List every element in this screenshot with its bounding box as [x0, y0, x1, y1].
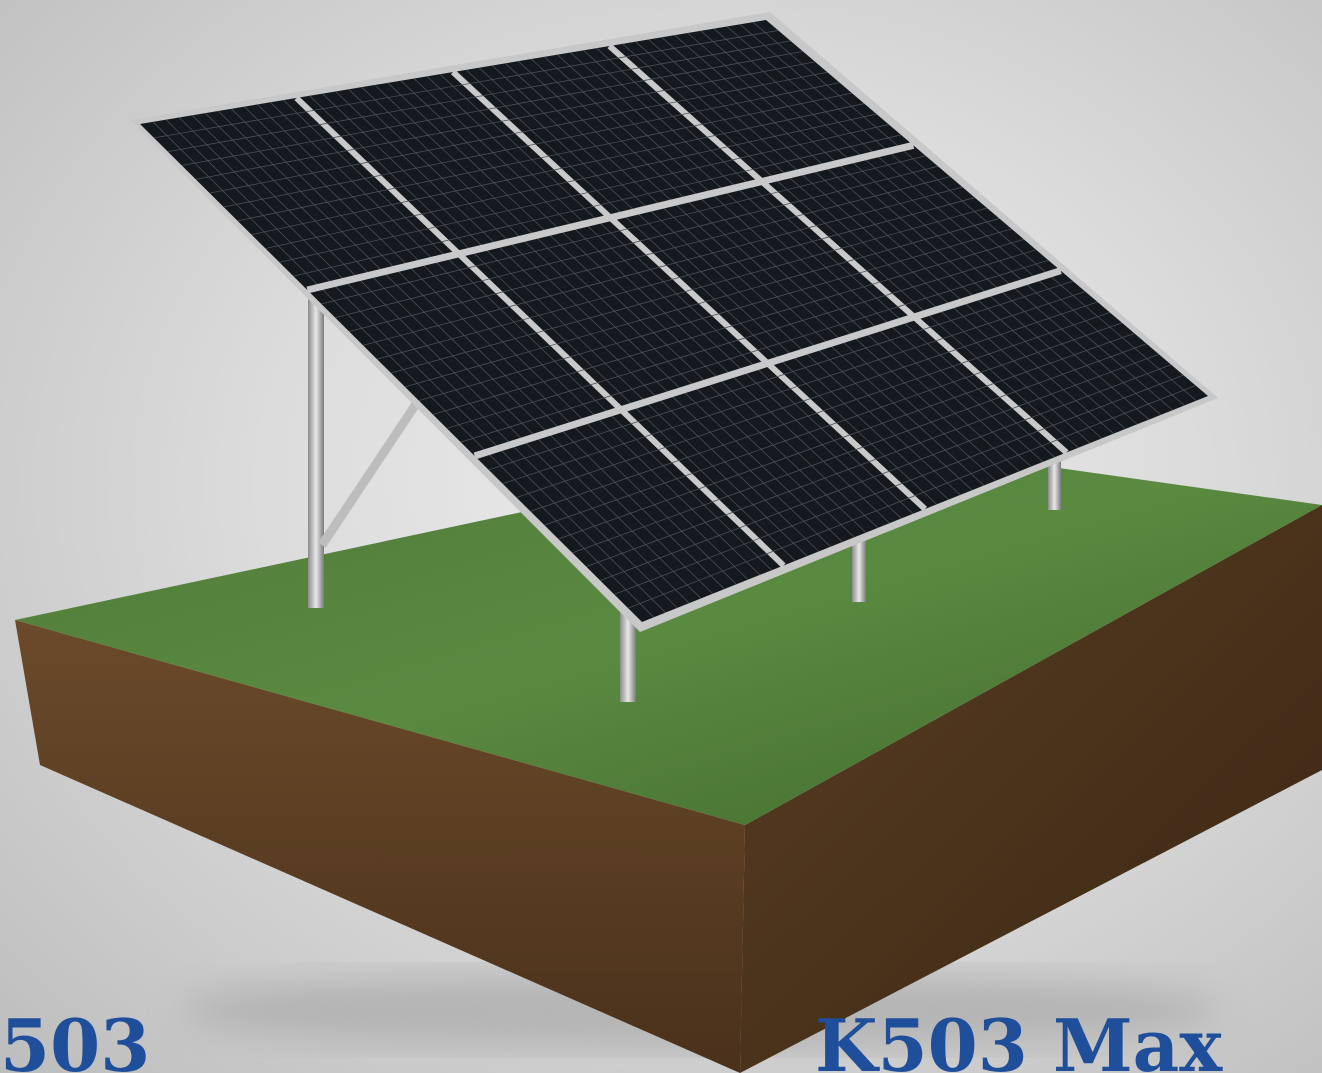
grid-line: [335, 165, 938, 319]
grid-line: [223, 82, 840, 208]
grid-line: [446, 249, 1037, 429]
caption-right: K503 Max: [815, 1003, 1223, 1073]
grid-line: [349, 176, 951, 332]
grid-line: [363, 186, 963, 346]
grid-line: [516, 301, 1098, 498]
grid-line: [418, 228, 1012, 402]
frame: [308, 280, 1061, 702]
brace: [318, 392, 426, 548]
grid-line: [321, 155, 926, 305]
grid-line: [530, 312, 1110, 512]
cell-grid: [152, 21, 1197, 618]
grid-line: [251, 103, 865, 236]
grid-line: [613, 374, 1184, 595]
grid-line: [153, 30, 779, 139]
grid-line: [195, 61, 816, 180]
caption-left: 503: [0, 1003, 151, 1073]
grid-line: [558, 332, 1135, 540]
grid-line: [572, 343, 1147, 554]
grid-line: [544, 322, 1123, 526]
grid-line: [627, 385, 1196, 609]
grid-line: [306, 141, 915, 294]
soil-left-face: [15, 620, 745, 1073]
grid-line: [167, 40, 791, 153]
grid-line: [293, 134, 902, 277]
grid-line: [279, 124, 889, 263]
grid-line: [502, 291, 1086, 485]
grid-line: [432, 238, 1024, 415]
grid-line: [404, 218, 1000, 388]
panel-array: [140, 20, 1208, 622]
grid-line: [376, 197, 975, 360]
grid-line: [460, 259, 1049, 443]
grid-line: [390, 207, 988, 374]
grid-line: [209, 71, 828, 194]
soil-right-face: [740, 505, 1322, 1073]
grid-line: [237, 92, 853, 222]
grid-line: [181, 50, 803, 166]
grid-line: [265, 113, 877, 249]
grass-top: [15, 440, 1322, 825]
grid-line: [600, 364, 1172, 581]
grid-line: [586, 353, 1160, 568]
grid-line: [473, 267, 1062, 460]
grid-line: [488, 280, 1074, 471]
